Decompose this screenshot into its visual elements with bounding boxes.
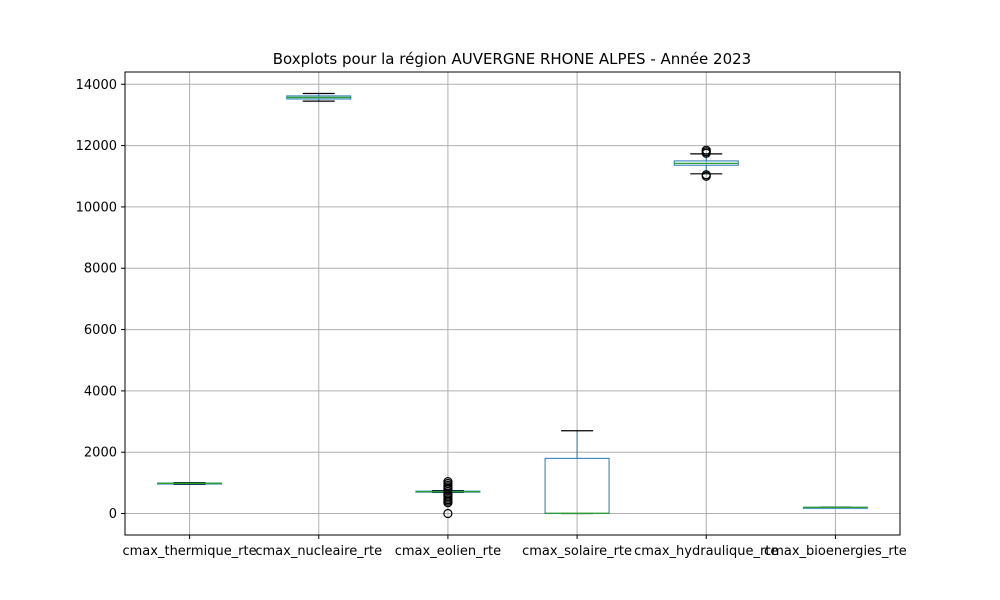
x-tick-label: cmax_solaire_rte [522,544,632,559]
y-tick-label: 14000 [76,78,117,93]
y-tick-label: 10000 [76,200,117,215]
outlier-point [701,170,711,180]
y-tick-label: 12000 [76,139,117,154]
y-tick-label: 4000 [84,384,117,399]
chart-title: Boxplots pour la région AUVERGNE RHONE A… [273,50,751,68]
outlier-point [701,145,711,155]
y-tick-label: 6000 [84,323,117,338]
x-tick-label: cmax_thermique_rte [123,544,257,559]
y-tick-label: 2000 [84,446,117,461]
y-tick-label: 0 [109,507,117,522]
y-tick-label: 8000 [84,262,117,277]
box-cmax_thermique_rte [157,481,223,486]
grid-layer [125,72,900,535]
box-cmax_bioenergies_rte [802,506,868,509]
box-cmax_eolien_rte [415,477,481,519]
x-tick-label: cmax_nucleaire_rte [255,544,382,559]
x-tick-label: cmax_hydraulique_rte [634,544,778,559]
box-cmax_solaire_rte [544,430,610,515]
outlier-point [443,508,453,519]
x-tick-label: cmax_bioenergies_rte [764,544,907,559]
box-layer [157,92,868,519]
axis-layer: 0 2000 4000 6000 8000 10000 12000 14000 cmax_the… [76,78,907,559]
box-cmax_hydraulique_rte [673,145,739,181]
plot-frame [124,71,901,536]
x-tick-label: cmax_eolien_rte [395,544,501,559]
outlier-point [443,477,453,487]
box-cmax_nucleaire_rte [286,92,352,102]
